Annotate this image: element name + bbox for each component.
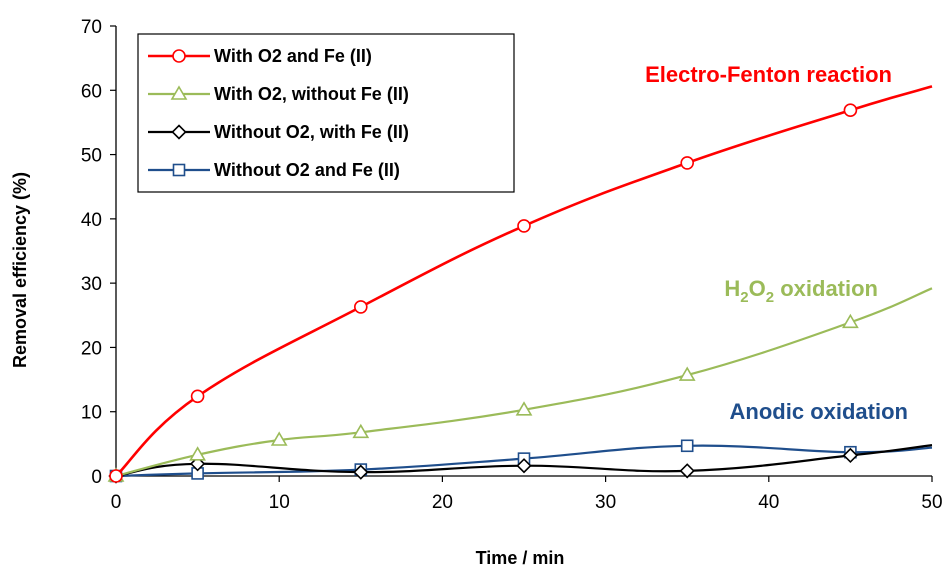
legend-marker (172, 49, 186, 63)
data-point (679, 463, 695, 479)
legend-items: With O2 and Fe (II) With O2, without Fe (… (148, 46, 409, 180)
series-2 (107, 287, 933, 482)
legend-item-2: With O2, without Fe (II) (148, 84, 409, 104)
annotation-h2o2-h: H (724, 276, 740, 301)
data-point (516, 458, 532, 474)
y-tick-label: 10 (81, 403, 102, 424)
data-point (109, 469, 123, 483)
data-point (352, 423, 370, 439)
y-tick-label: 70 (81, 17, 102, 38)
data-point (189, 446, 206, 461)
data-point (842, 447, 859, 464)
data-point (190, 389, 205, 404)
y-tick-label: 20 (81, 338, 102, 359)
y-tick-label: 30 (81, 274, 102, 295)
annotation-anodic-oxidation: Anodic oxidation (730, 399, 908, 424)
y-axis-title: Removal efficiency (%) (10, 172, 30, 368)
legend-label: With O2, without Fe (II) (214, 84, 409, 104)
x-tick-label: 50 (921, 492, 942, 513)
legend-label: Without O2 and Fe (II) (214, 160, 400, 180)
x-axis-title: Time / min (476, 548, 565, 568)
data-point (680, 439, 694, 453)
annotation-h2o2-oxidation: H2O2 oxidation (724, 276, 878, 306)
annotation-h2o2-sub1: 2 (740, 289, 748, 306)
data-point (353, 300, 368, 314)
legend-item-4: Without O2 and Fe (II) (148, 160, 400, 180)
legend-item-1: With O2 and Fe (II) (148, 46, 372, 66)
legend-label: With O2 and Fe (II) (214, 46, 372, 66)
series-1 (109, 85, 933, 483)
data-point (270, 431, 288, 446)
annotation-h2o2-sub2: 2 (766, 289, 774, 306)
legend-box (137, 33, 515, 193)
x-tick-label: 0 (111, 492, 122, 513)
data-point (515, 401, 533, 416)
annotation-h2o2-label: oxidation (774, 276, 878, 301)
x-tick-label: 40 (758, 492, 779, 513)
y-axis-ticks: 0 10 20 30 40 50 60 70 (81, 17, 116, 488)
data-point (680, 156, 695, 170)
data-point (842, 313, 859, 329)
legend-marker (171, 124, 187, 140)
series-line (115, 287, 933, 478)
legend: With O2 and Fe (II) With O2, without Fe (… (137, 33, 515, 193)
y-tick-label: 40 (81, 210, 102, 231)
legend-marker (172, 163, 186, 177)
x-tick-label: 10 (269, 492, 290, 513)
legend-item-3: Without O2, with Fe (II) (148, 122, 409, 142)
series-layer (107, 85, 933, 484)
legend-label: Without O2, with Fe (II) (214, 122, 409, 142)
y-tick-label: 50 (81, 146, 102, 167)
x-axis-ticks: 0 10 20 30 40 50 (111, 476, 943, 513)
annotation-electro-fenton: Electro-Fenton reaction (645, 62, 892, 87)
legend-marker (170, 85, 188, 100)
plot-area: 0 10 20 30 40 50 60 70 0 10 20 30 40 50 (81, 17, 943, 513)
data-point (353, 464, 369, 480)
data-point (678, 366, 696, 381)
data-point (843, 103, 858, 118)
data-point (517, 219, 531, 233)
x-tick-label: 20 (432, 492, 453, 513)
annotation-h2o2-o: O (749, 276, 766, 301)
y-tick-label: 60 (81, 81, 102, 102)
x-tick-label: 30 (595, 492, 616, 513)
y-tick-label: 0 (91, 467, 102, 488)
